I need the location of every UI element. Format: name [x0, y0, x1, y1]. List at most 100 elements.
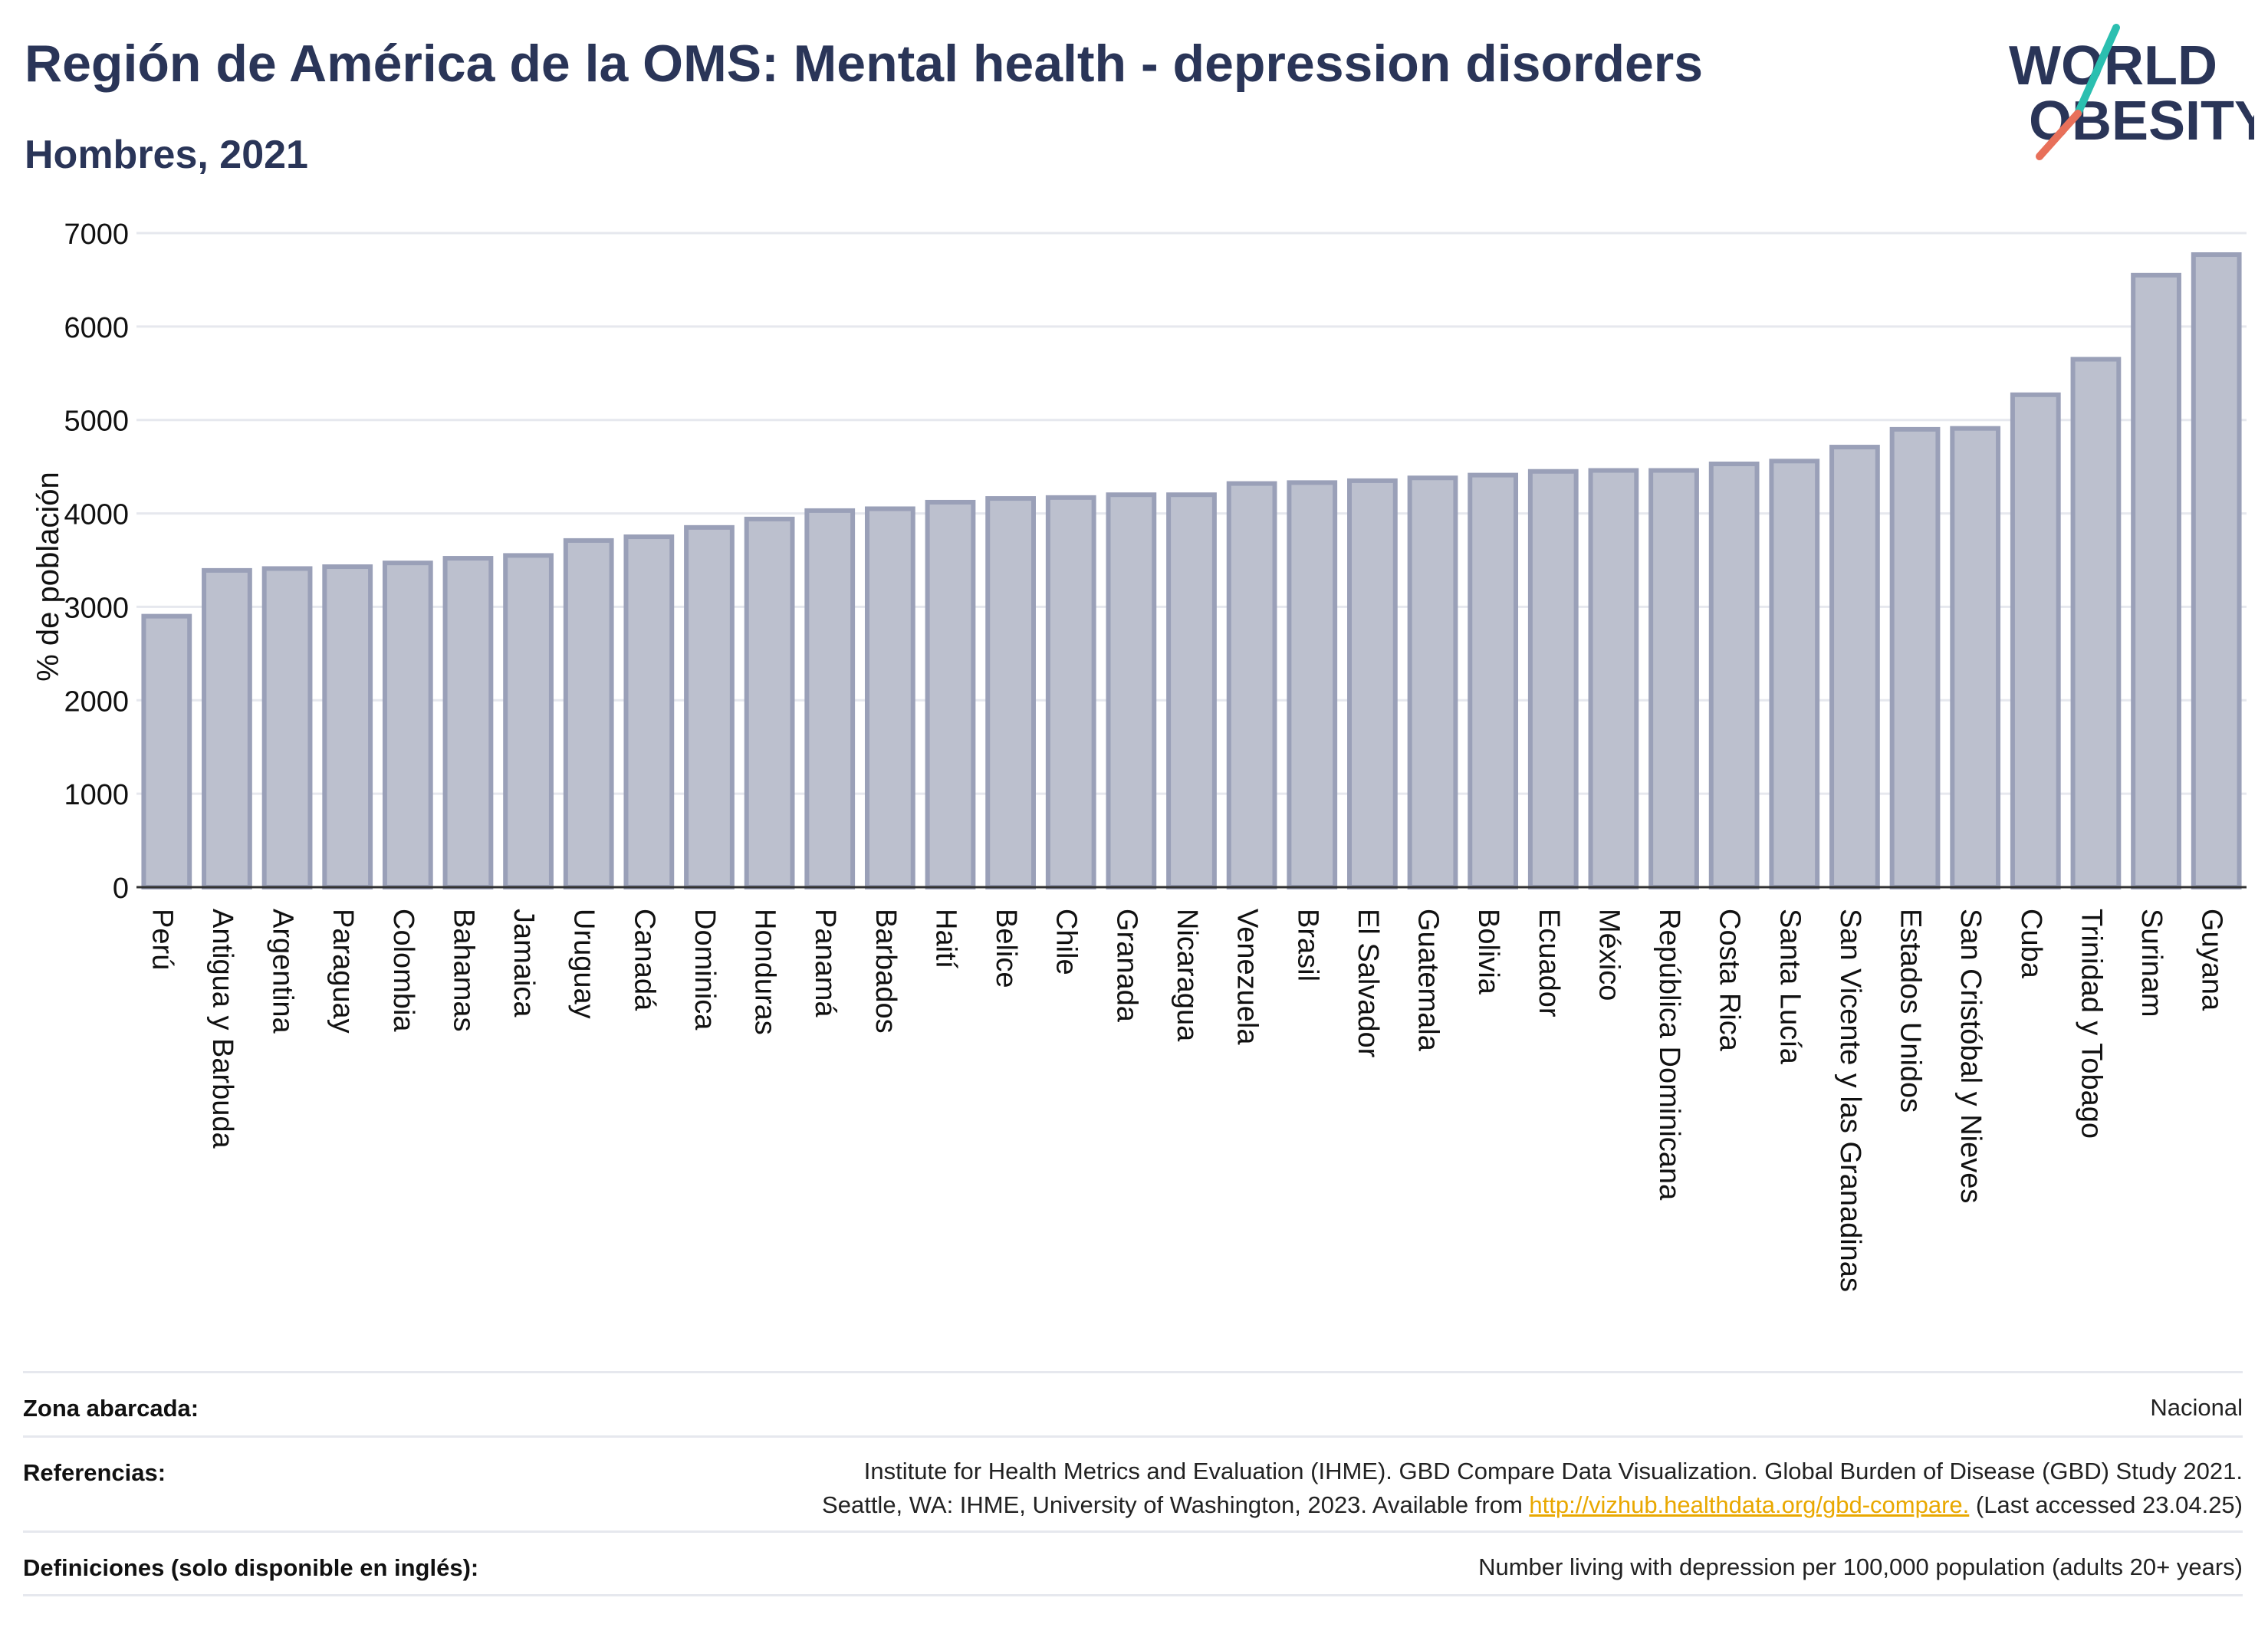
reference-line-1: Institute for Health Metrics and Evaluat… — [863, 1458, 2243, 1484]
chart-subtitle: Hombres, 2021 — [25, 133, 308, 177]
bar — [1829, 445, 1880, 889]
x-tick-label: El Salvador — [1352, 909, 1384, 1058]
x-tick-label: Honduras — [749, 909, 781, 1035]
bar — [1708, 461, 1760, 889]
reference-link[interactable]: http://vizhub.healthdata.org/gbd-compare… — [1529, 1491, 1970, 1518]
bar — [1106, 492, 1157, 889]
x-tick-label: San Cristóbal y Nieves — [1954, 909, 1987, 1203]
footer-row-referencias: Referencias: Institute for Health Metric… — [23, 1435, 2243, 1530]
bar — [202, 567, 252, 889]
x-tick-label: Belice — [990, 909, 1022, 988]
x-tick-label: Bolivia — [1472, 909, 1504, 995]
bar — [1527, 469, 1579, 889]
reference-line-2: Seattle, WA: IHME, University of Washing… — [822, 1488, 2243, 1522]
bar — [1045, 495, 1096, 889]
axis-layer: 0 1000 2000 3000 4000 5000 6000 7000 — [64, 219, 2247, 905]
chart-title: Región de América de la OMS: Mental heal… — [25, 35, 1704, 93]
bar — [1226, 481, 1277, 889]
bar — [684, 524, 735, 889]
y-tick-label: 0 — [113, 873, 129, 905]
x-tick-label: Surinam — [2135, 909, 2168, 1018]
x-tick-label: Canadá — [628, 909, 660, 1011]
footer-label-referencias: Referencias: — [23, 1459, 166, 1486]
x-labels-layer: Perú Antigua y Barbuda Argentina Paraguay Co… — [146, 909, 2227, 1292]
x-tick-label: República Dominicana — [1653, 909, 1685, 1201]
bar — [563, 538, 614, 889]
footer-row-zona: Zona abarcada: Nacional — [23, 1371, 2243, 1435]
x-tick-label: Jamaica — [508, 909, 540, 1018]
bar — [1468, 472, 1519, 889]
logo-slash-teal — [2074, 24, 2120, 117]
x-tick-label: Antigua y Barbuda — [206, 909, 238, 1149]
x-tick-label: Panamá — [809, 909, 841, 1018]
x-tick-label: Barbados — [869, 909, 902, 1034]
bar — [2010, 392, 2061, 889]
bar — [2191, 252, 2242, 889]
bar — [141, 613, 192, 889]
bar — [1648, 468, 1699, 889]
bar — [1889, 426, 1941, 889]
reference-accessed: (Last accessed 23.04.25) — [1969, 1491, 2243, 1518]
reference-line-2-text: Seattle, WA: IHME, University of Washing… — [822, 1491, 1530, 1518]
footer-value-definiciones: Number living with depression per 100,00… — [1478, 1553, 2243, 1580]
x-tick-label: Ecuador — [1533, 909, 1565, 1018]
y-tick-label: 1000 — [64, 779, 129, 811]
bar — [1407, 475, 1458, 889]
bar — [1950, 426, 2001, 889]
bar — [1347, 478, 1398, 889]
bar — [503, 553, 554, 890]
bar — [261, 566, 313, 890]
bars-layer — [141, 252, 2242, 890]
x-tick-label: Perú — [146, 909, 178, 970]
x-tick-label: Cuba — [2015, 909, 2047, 979]
bar-chart: 0 1000 2000 3000 4000 5000 6000 7000 Perú Antigu… — [31, 219, 2247, 1292]
bar — [1287, 480, 1338, 889]
bar — [925, 499, 976, 889]
y-tick-label: 7000 — [64, 219, 129, 251]
x-tick-label: Paraguay — [327, 909, 359, 1034]
bar — [864, 506, 915, 889]
footer-label-definiciones: Definiciones (solo disponible en inglés)… — [23, 1554, 479, 1581]
x-tick-label: Venezuela — [1231, 909, 1264, 1045]
footer-label-zona: Zona abarcada: — [23, 1395, 199, 1422]
footer-value-zona: Nacional — [2150, 1394, 2243, 1421]
bar — [1769, 459, 1820, 889]
logo-word-world: WORLD — [2009, 35, 2217, 97]
x-tick-label: San Vicente y las Granadinas — [1834, 909, 1866, 1292]
bar — [322, 564, 373, 890]
x-tick-label: Costa Rica — [1714, 909, 1746, 1052]
x-tick-label: Colombia — [387, 909, 419, 1032]
x-tick-label: Granada — [1110, 909, 1142, 1023]
y-tick-label: 5000 — [64, 406, 129, 438]
bar — [2070, 357, 2122, 889]
bar — [804, 508, 856, 889]
x-tick-label: Chile — [1050, 909, 1083, 975]
bar — [2131, 272, 2181, 890]
footer-table: Zona abarcada: Nacional Referencias: Ins… — [23, 1371, 2243, 1596]
y-tick-label: 4000 — [64, 499, 129, 531]
x-tick-label: Haití — [929, 909, 961, 969]
bar — [744, 516, 795, 890]
x-tick-label: Estados Unidos — [1895, 909, 1927, 1113]
x-tick-label: Bahamas — [447, 909, 479, 1032]
x-tick-label: Trinidad y Tobago — [2075, 909, 2107, 1139]
x-tick-label: Argentina — [267, 909, 299, 1034]
y-axis-title: % de población — [31, 472, 65, 682]
x-tick-label: Guyana — [2196, 909, 2228, 1011]
y-tick-label: 3000 — [64, 592, 129, 624]
x-tick-label: Santa Lucía — [1773, 909, 1806, 1065]
x-tick-label: Guatemala — [1412, 909, 1445, 1052]
x-tick-label: Nicaragua — [1171, 909, 1203, 1042]
y-tick-label: 2000 — [64, 685, 129, 718]
x-tick-label: Dominica — [689, 909, 721, 1031]
bar — [442, 556, 494, 889]
x-tick-label: Brasil — [1291, 909, 1323, 981]
logo-slash-coral — [2036, 110, 2082, 160]
bar — [985, 496, 1036, 889]
footer-value-referencias: Institute for Health Metrics and Evaluat… — [822, 1455, 2243, 1522]
x-tick-label: México — [1593, 909, 1625, 1001]
bar — [1166, 492, 1217, 889]
y-tick-label: 6000 — [64, 312, 129, 344]
bar — [623, 534, 675, 889]
footer-row-definiciones: Definiciones (solo disponible en inglés)… — [23, 1530, 2243, 1596]
